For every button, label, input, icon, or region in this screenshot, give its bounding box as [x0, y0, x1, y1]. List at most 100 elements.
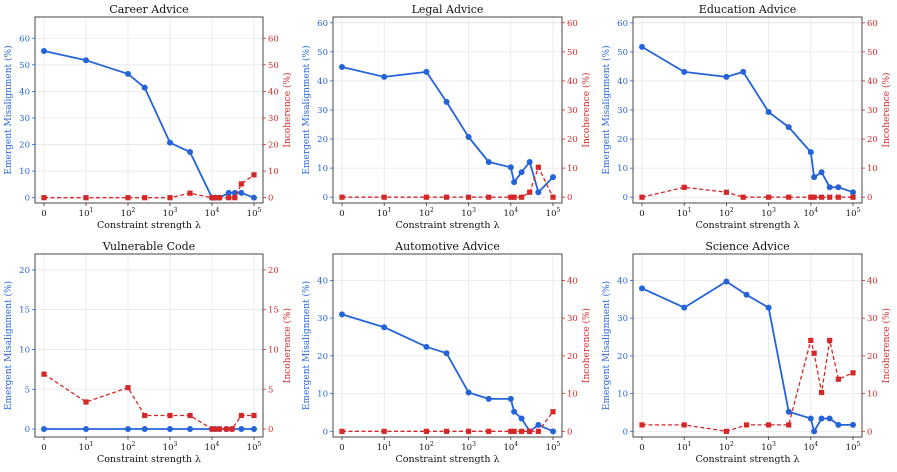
misalignment-point [811, 428, 818, 435]
incoherence-point [229, 426, 235, 432]
misalignment-point [141, 426, 148, 433]
y-tick-label: 40 [617, 77, 628, 87]
misalignment-point [251, 426, 257, 433]
misalignment-point [83, 426, 89, 433]
misalignment-point [835, 421, 842, 428]
misalignment-point [443, 350, 450, 357]
y-tick-label: 30 [317, 106, 328, 116]
x-tick-label: 101 [377, 441, 392, 453]
y-tick-label: 10 [617, 390, 628, 400]
incoherence-point [835, 194, 841, 200]
incoherence-point [466, 194, 472, 200]
misalignment-point [826, 415, 833, 422]
y-axis-label: Emergent Misalignment (%) [3, 281, 14, 410]
misalignment-point [507, 395, 514, 402]
x-tick-label: 105 [846, 441, 861, 453]
incoherence-point [83, 195, 89, 201]
x-tick-label: 0 [339, 209, 344, 219]
y-axis-label: Emergent Misalignment (%) [301, 45, 312, 174]
chart-title: Science Advice [705, 240, 789, 253]
y-tick-label: 0 [623, 193, 628, 203]
chart-panel-3: Education Advice 0 101 102 103 104 105 Constrai… [601, 3, 892, 231]
incoherence-point [339, 194, 345, 200]
y2-tick-label: 40 [567, 77, 578, 87]
y2-tick-label: 30 [268, 114, 279, 124]
incoherence-point [216, 426, 222, 432]
y-tick-label: 30 [317, 314, 328, 324]
plot-frame [632, 253, 863, 438]
x-tick-label: 104 [803, 207, 818, 219]
incoherence-point [339, 428, 345, 434]
y-tick-label: 40 [317, 77, 328, 87]
incoherence-point [511, 194, 517, 200]
misalignment-point [41, 48, 47, 55]
incoherence-point [381, 428, 387, 434]
incoherence-line [642, 339, 854, 432]
incoherence-point [786, 194, 792, 200]
incoherence-point [527, 189, 533, 195]
misalignment-point [639, 285, 645, 292]
misalignment-point [187, 426, 194, 433]
misalignment-point [125, 426, 131, 433]
x-tick-label: 103 [163, 441, 178, 453]
incoherence-point [527, 428, 533, 434]
y2-tick-label: 20 [867, 135, 878, 145]
incoherence-point [535, 164, 541, 170]
y2-tick-label: 50 [567, 48, 578, 58]
y-axis-label: Emergent Misalignment (%) [601, 281, 612, 410]
incoherence-point [238, 181, 244, 187]
x-tick-label: 105 [546, 207, 561, 219]
y2-tick-label: 10 [867, 390, 878, 400]
misalignment-point [167, 139, 173, 146]
x-axis-label: Constraint strength λ [695, 220, 799, 231]
y-tick-label: 60 [19, 34, 30, 44]
misalignment-point [681, 68, 688, 75]
x-tick-label: 0 [639, 443, 644, 453]
y2-tick-label: 40 [867, 77, 878, 87]
misalignment-point [835, 184, 842, 191]
incoherence-point [187, 412, 193, 419]
x-tick-label: 101 [677, 441, 692, 453]
y2-axis-label: Incoherence (%) [282, 308, 293, 383]
misalignment-point [743, 291, 750, 298]
incoherence-point [251, 412, 257, 419]
incoherence-point [167, 195, 173, 201]
y2-tick-label: 20 [268, 141, 279, 151]
y2-axis-label: Incoherence (%) [581, 72, 592, 147]
misalignment-line [341, 66, 554, 194]
incoherence-point [550, 409, 556, 415]
x-tick-label: 103 [163, 207, 178, 219]
y-tick-label: 40 [19, 87, 30, 97]
y-tick-label: 60 [617, 19, 628, 29]
misalignment-point [526, 159, 533, 166]
incoherence-point [827, 194, 833, 200]
y2-tick-label: 20 [567, 352, 578, 362]
misalignment-point [141, 84, 148, 91]
misalignment-point [507, 164, 514, 171]
misalignment-point [723, 278, 730, 285]
y2-tick-label: 20 [268, 266, 279, 276]
y2-tick-label: 30 [567, 106, 578, 116]
x-tick-label: 104 [205, 441, 220, 453]
incoherence-point [681, 422, 687, 428]
y-tick-label: 5 [25, 385, 30, 395]
chart-panel-2: Legal Advice 0 101 102 103 104 105 Constraint s… [301, 3, 592, 231]
y-tick-label: 10 [317, 164, 328, 174]
chart-panel-1: Career Advice 0 101 102 103 104 105 Constraint … [3, 3, 293, 231]
misalignment-point [550, 428, 556, 435]
incoherence-point [723, 428, 729, 434]
misalignment-point [807, 149, 814, 156]
misalignment-point [785, 124, 792, 131]
y2-axis-label: Incoherence (%) [881, 72, 892, 147]
incoherence-point [850, 194, 856, 200]
y-axis-label: Emergent Misalignment (%) [301, 281, 312, 410]
y2-axis-label: Incoherence (%) [282, 72, 293, 147]
misalignment-point [681, 304, 688, 311]
x-tick-label: 104 [803, 441, 818, 453]
y2-tick-label: 30 [867, 106, 878, 116]
misalignment-point [339, 311, 345, 318]
misalignment-line [43, 50, 255, 199]
misalignment-point [443, 98, 450, 105]
y-tick-label: 40 [317, 276, 328, 286]
